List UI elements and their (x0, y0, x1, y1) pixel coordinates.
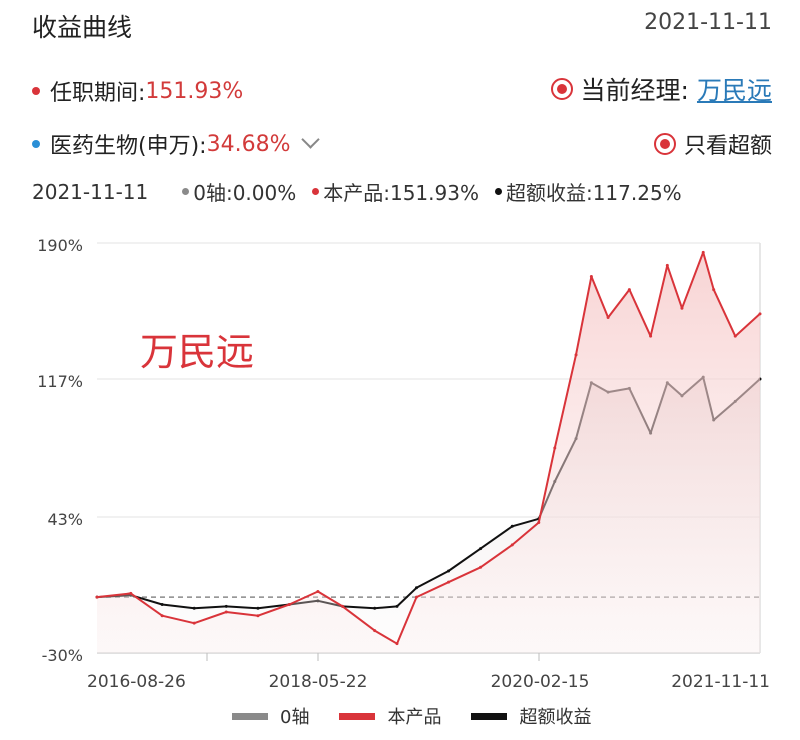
series-product-point (160, 614, 164, 618)
legend-excess-swatch (471, 712, 508, 720)
benchmark-label: 医药生物(申万): (50, 134, 207, 159)
series-excess-point (192, 606, 196, 610)
series-excess-point (479, 547, 483, 551)
y-tick-label: 117% (37, 372, 83, 391)
product-dot-icon (312, 188, 320, 195)
excess-only-label: 只看超额 (683, 134, 772, 159)
series-product-point (553, 446, 557, 450)
legend-item-product[interactable]: 本产品 (339, 703, 441, 729)
zero-dot-icon (182, 188, 190, 195)
series-product-point (510, 543, 514, 547)
chart-legend: 0轴 本产品 超额收益 (232, 703, 591, 729)
radio-selected-icon (550, 78, 573, 100)
series-product-point (192, 621, 196, 625)
legend-product-label: 本产品 (387, 707, 442, 728)
page-title: 收益曲线 (32, 13, 133, 42)
series-product-point (733, 334, 737, 338)
tenure-dot-icon (32, 87, 40, 95)
series-product-point (758, 312, 762, 316)
summary-zero: 0轴:0.00% (193, 181, 297, 205)
benchmark-dot-icon (32, 140, 40, 148)
series-product-point (224, 610, 228, 614)
series-product-point (414, 595, 418, 599)
series-excess-point (447, 569, 451, 573)
series-product-point (479, 565, 483, 569)
series-product-area (97, 252, 760, 654)
series-product-point (256, 614, 260, 618)
series-excess-point (414, 586, 418, 590)
legend-zero-label: 0轴 (280, 707, 310, 728)
x-tick-label: 2020-02-15 (491, 672, 590, 692)
tenure-value: 151.93% (145, 78, 244, 104)
series-product-point (287, 603, 291, 607)
series-product-point (95, 595, 99, 599)
series-product-point (701, 250, 705, 254)
chart-annotation: 万民远 (140, 330, 254, 374)
tenure-label: 任职期间: (50, 81, 146, 106)
series-product-point (341, 604, 345, 608)
series-product-line (96, 251, 761, 645)
series-excess-point (510, 524, 514, 528)
series-product-point (712, 288, 716, 292)
series-product-point (447, 580, 451, 584)
series-product-point (680, 306, 684, 310)
series-product-point (316, 590, 320, 593)
y-tick-label: -30% (42, 646, 83, 665)
summary-row: 2021-11-11 0轴:0.00% 本产品:151.93% 超额收益:117… (32, 177, 682, 206)
y-tick-label: 190% (37, 236, 83, 255)
excess-dot-icon (494, 188, 502, 195)
series-excess-point (224, 604, 228, 608)
series-excess-point (256, 606, 260, 610)
series-excess-point (395, 604, 399, 608)
header-date: 2021-11-11 (644, 10, 772, 35)
series-excess-point (160, 603, 164, 607)
excess-only-toggle[interactable]: 只看超额 (653, 128, 772, 160)
current-manager-row: 当前经理: 万民远 (550, 71, 772, 107)
series-product-point (537, 521, 541, 525)
summary-excess: 超额收益:117.25% (505, 181, 682, 205)
summary-product: 本产品:151.93% (323, 181, 479, 205)
y-tick-label: 43% (47, 510, 83, 529)
series-product-point (627, 288, 631, 292)
legend-excess-label: 超额收益 (519, 707, 592, 728)
x-tick-label: 2016-08-26 (87, 672, 186, 692)
x-tick-label: 2021-11-11 (671, 672, 770, 692)
series-product-point (606, 316, 610, 320)
legend-item-excess[interactable]: 超额收益 (471, 703, 591, 729)
tenure-return-row: 任职期间: 151.93% (32, 75, 243, 107)
series-product-point (129, 591, 133, 595)
series-product-point (574, 353, 578, 357)
series-product-point (649, 334, 653, 338)
series-product-point (589, 275, 593, 279)
summary-date: 2021-11-11 (32, 179, 149, 204)
manager-link[interactable]: 万民远 (696, 76, 772, 105)
legend-product-swatch (339, 712, 376, 720)
benchmark-selector[interactable]: 医药生物(申万): 34.68% (32, 128, 321, 160)
manager-label: 当前经理: (580, 76, 689, 105)
legend-zero-swatch (232, 712, 268, 720)
series-product-point (665, 263, 669, 267)
chevron-down-icon[interactable] (301, 129, 321, 149)
return-chart[interactable]: 190% 117% 43% -30%2016-08-26 2018-05-22 2020-… (0, 225, 800, 700)
series-product-point (373, 629, 377, 633)
benchmark-value: 34.68% (206, 131, 291, 157)
legend-item-zero[interactable]: 0轴 (232, 703, 309, 729)
series-product-point (395, 642, 399, 646)
x-tick-label: 2018-05-22 (269, 672, 368, 692)
series-excess-point (373, 606, 377, 610)
radio-selected-icon[interactable] (653, 133, 676, 155)
